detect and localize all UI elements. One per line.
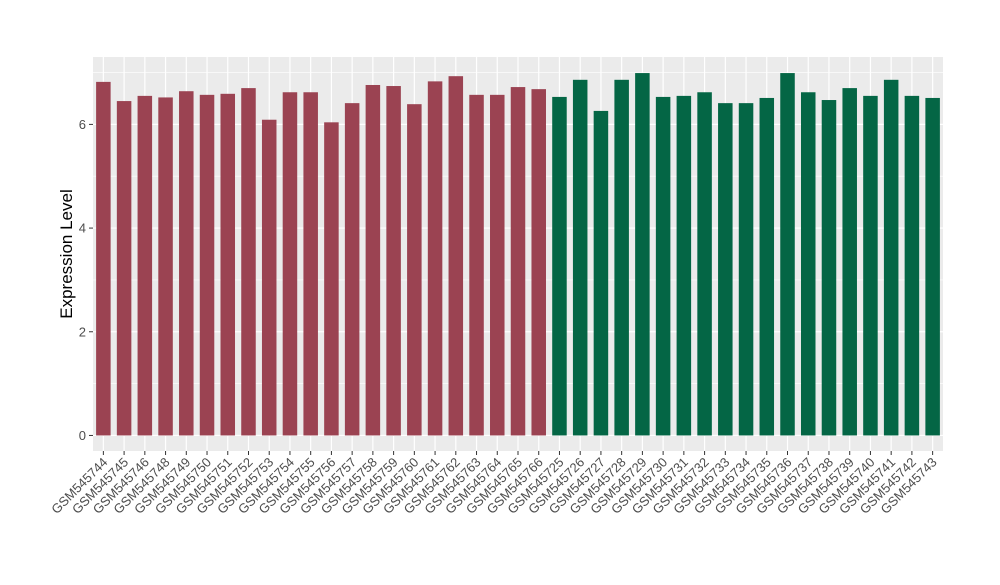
bar xyxy=(510,87,526,436)
bar xyxy=(199,94,215,436)
bar xyxy=(116,101,132,436)
bar xyxy=(738,103,754,436)
bar xyxy=(925,97,940,436)
bar xyxy=(883,79,899,436)
bar xyxy=(552,96,567,436)
bar xyxy=(655,96,671,436)
bar xyxy=(780,73,795,436)
y-axis-title: Expression Level xyxy=(57,189,76,318)
y-tick-label: 6 xyxy=(79,117,86,132)
bar xyxy=(593,110,609,436)
bar xyxy=(407,104,422,436)
y-tick-label: 0 xyxy=(79,428,86,443)
bar xyxy=(241,88,256,436)
bar xyxy=(904,95,920,436)
bar xyxy=(718,103,733,436)
bar xyxy=(386,86,401,436)
bar xyxy=(158,97,173,436)
bar xyxy=(324,122,339,436)
x-axis: GSM545744GSM545745GSM545746GSM545748GSM5… xyxy=(48,451,940,517)
bar xyxy=(137,95,153,436)
y-tick-label: 4 xyxy=(79,221,86,236)
bar xyxy=(759,97,775,436)
bar xyxy=(863,95,878,436)
bar xyxy=(490,94,505,436)
y-tick-label: 2 xyxy=(79,324,86,339)
bar xyxy=(469,94,484,436)
bar xyxy=(96,81,111,436)
bar xyxy=(427,81,443,436)
y-axis: 0 2 4 6 xyxy=(79,117,93,443)
bars-group xyxy=(96,73,940,436)
bar xyxy=(448,76,464,436)
bar xyxy=(261,119,277,436)
bar xyxy=(635,73,650,436)
bar xyxy=(821,100,837,436)
bar xyxy=(697,92,712,436)
bar xyxy=(220,93,236,436)
bar xyxy=(842,88,857,436)
bar xyxy=(800,92,816,436)
bar xyxy=(344,103,360,436)
bar xyxy=(572,79,588,436)
bar xyxy=(303,92,318,436)
bar xyxy=(614,79,629,436)
bar xyxy=(179,91,194,436)
bar xyxy=(365,84,381,436)
bar xyxy=(676,95,692,436)
bar xyxy=(531,89,546,436)
bar xyxy=(282,92,298,436)
